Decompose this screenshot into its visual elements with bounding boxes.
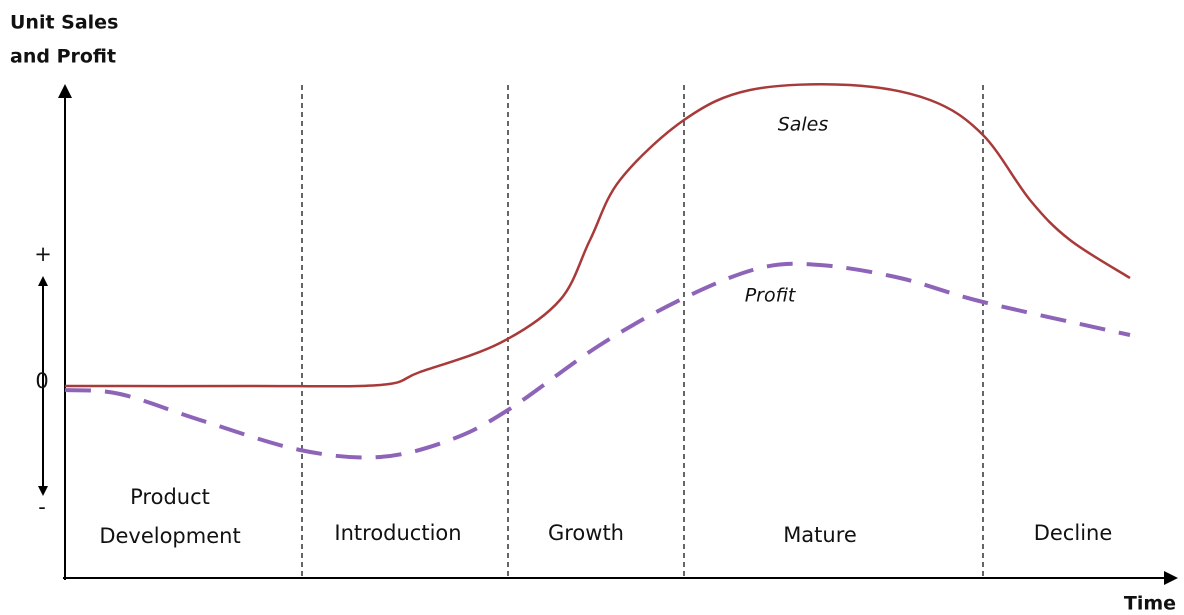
stage-label: Development: [99, 524, 240, 548]
y-label: Unit Sales: [10, 12, 118, 34]
y-label: and Profit: [10, 46, 116, 68]
stage-label: Product: [130, 485, 210, 509]
sales-curve: [64, 82, 1131, 388]
marker-plus: +: [34, 242, 52, 266]
marker-minus: -: [38, 495, 46, 519]
stage-label: Decline: [1034, 521, 1113, 545]
stage-label: Mature: [783, 523, 857, 547]
x-label: Time: [1124, 593, 1176, 615]
sales-label: Sales: [778, 114, 829, 136]
profit-curve: [64, 261, 1131, 460]
marker-zero: 0: [35, 369, 48, 393]
profit-label: Profit: [745, 285, 797, 307]
stage-label: Growth: [548, 521, 624, 545]
stage-label: Introduction: [334, 521, 461, 545]
